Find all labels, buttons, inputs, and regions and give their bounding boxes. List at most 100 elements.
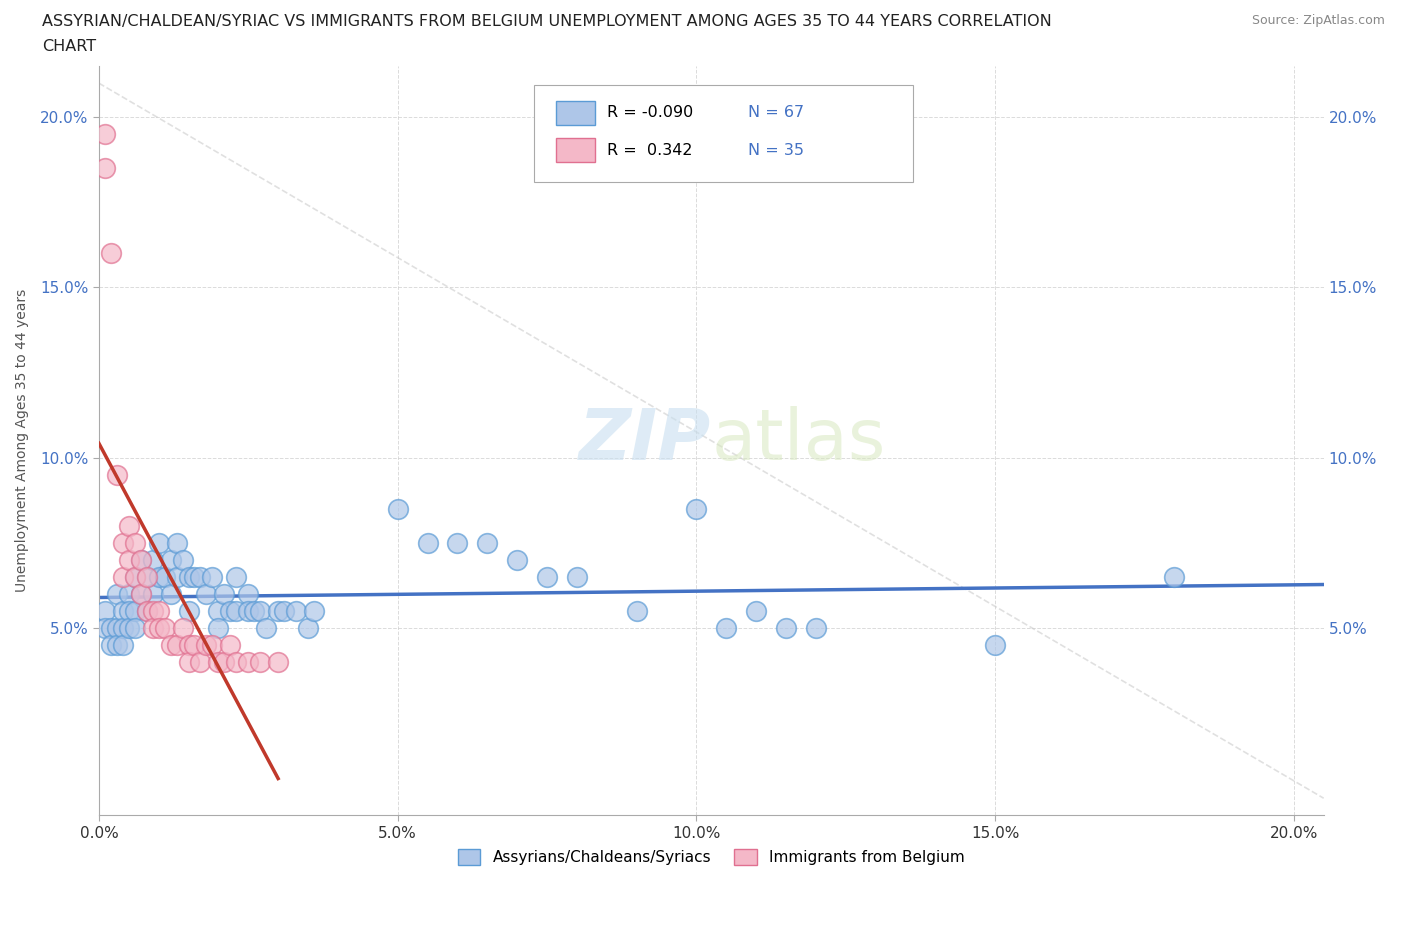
- Point: [201, 638, 224, 653]
- Point: [105, 587, 128, 602]
- Point: [124, 604, 146, 618]
- Point: [219, 638, 242, 653]
- Point: [129, 587, 152, 602]
- Point: [214, 587, 236, 602]
- Point: [201, 569, 224, 584]
- Point: [94, 161, 117, 176]
- Point: [225, 604, 247, 618]
- Point: [249, 655, 271, 670]
- Point: [100, 246, 122, 261]
- Point: [190, 569, 212, 584]
- Point: [153, 569, 176, 584]
- Point: [416, 536, 439, 551]
- Point: [183, 569, 205, 584]
- Point: [111, 569, 134, 584]
- Point: [536, 569, 558, 584]
- Point: [190, 655, 212, 670]
- Point: [166, 638, 188, 653]
- Point: [685, 501, 707, 516]
- Point: [477, 536, 499, 551]
- Point: [172, 552, 194, 567]
- Point: [207, 655, 229, 670]
- Text: atlas: atlas: [711, 406, 886, 475]
- Point: [804, 620, 827, 635]
- Point: [118, 587, 141, 602]
- Y-axis label: Unemployment Among Ages 35 to 44 years: Unemployment Among Ages 35 to 44 years: [15, 289, 30, 592]
- Point: [118, 604, 141, 618]
- Point: [172, 620, 194, 635]
- Point: [159, 587, 181, 602]
- Point: [565, 569, 588, 584]
- Point: [249, 604, 271, 618]
- Point: [273, 604, 295, 618]
- Text: N = 35: N = 35: [748, 142, 804, 157]
- FancyBboxPatch shape: [555, 100, 595, 125]
- Point: [159, 552, 181, 567]
- Point: [238, 587, 260, 602]
- Text: CHART: CHART: [42, 39, 96, 54]
- Point: [94, 126, 117, 141]
- Point: [111, 638, 134, 653]
- Point: [94, 604, 117, 618]
- Point: [142, 620, 165, 635]
- Point: [148, 536, 170, 551]
- Point: [118, 620, 141, 635]
- Point: [238, 655, 260, 670]
- Point: [148, 620, 170, 635]
- Legend: Assyrians/Chaldeans/Syriacs, Immigrants from Belgium: Assyrians/Chaldeans/Syriacs, Immigrants …: [451, 844, 972, 871]
- Point: [195, 587, 218, 602]
- Point: [387, 501, 409, 516]
- Text: ASSYRIAN/CHALDEAN/SYRIAC VS IMMIGRANTS FROM BELGIUM UNEMPLOYMENT AMONG AGES 35 T: ASSYRIAN/CHALDEAN/SYRIAC VS IMMIGRANTS F…: [42, 14, 1052, 29]
- Point: [142, 604, 165, 618]
- Point: [506, 552, 529, 567]
- Point: [225, 655, 247, 670]
- Point: [626, 604, 648, 618]
- Point: [177, 638, 200, 653]
- Point: [111, 620, 134, 635]
- Point: [716, 620, 738, 635]
- Point: [1163, 569, 1185, 584]
- FancyBboxPatch shape: [555, 138, 595, 162]
- Point: [111, 604, 134, 618]
- Point: [105, 467, 128, 482]
- Point: [135, 604, 157, 618]
- Point: [105, 638, 128, 653]
- Point: [285, 604, 308, 618]
- Point: [118, 518, 141, 533]
- Point: [153, 620, 176, 635]
- Point: [124, 569, 146, 584]
- Point: [142, 587, 165, 602]
- Point: [297, 620, 319, 635]
- Point: [207, 620, 229, 635]
- Point: [195, 638, 218, 653]
- Point: [254, 620, 277, 635]
- Point: [159, 638, 181, 653]
- Point: [984, 638, 1007, 653]
- Point: [207, 604, 229, 618]
- Point: [124, 569, 146, 584]
- Point: [142, 552, 165, 567]
- Point: [105, 620, 128, 635]
- Point: [745, 604, 768, 618]
- Point: [177, 569, 200, 584]
- Point: [214, 655, 236, 670]
- Text: ZIP: ZIP: [579, 406, 711, 475]
- Text: R =  0.342: R = 0.342: [607, 142, 693, 157]
- Point: [166, 536, 188, 551]
- Point: [124, 620, 146, 635]
- FancyBboxPatch shape: [534, 85, 914, 182]
- Point: [94, 620, 117, 635]
- Point: [124, 536, 146, 551]
- Point: [129, 587, 152, 602]
- Point: [302, 604, 325, 618]
- Point: [129, 552, 152, 567]
- Point: [775, 620, 797, 635]
- Point: [243, 604, 266, 618]
- Point: [148, 569, 170, 584]
- Point: [129, 552, 152, 567]
- Point: [111, 536, 134, 551]
- Point: [177, 655, 200, 670]
- Point: [135, 604, 157, 618]
- Point: [118, 552, 141, 567]
- Point: [238, 604, 260, 618]
